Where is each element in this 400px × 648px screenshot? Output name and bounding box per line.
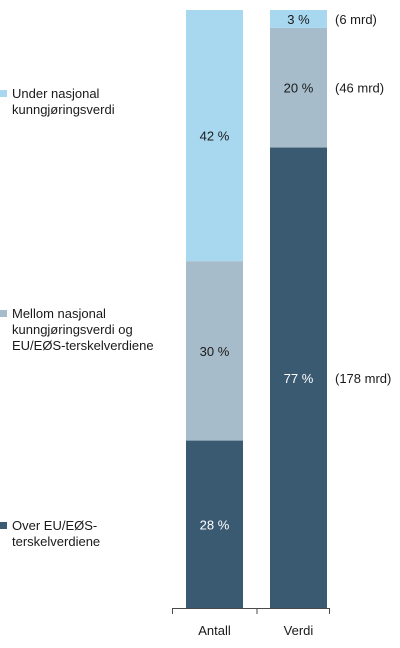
annotation-verdi-over-eu-eos-terskelverdiene: (178 mrd)	[335, 371, 391, 386]
value-label-antall-over-eu-eos-terskelverdiene: 28 %	[200, 517, 230, 532]
value-label-verdi-over-eu-eos-terskelverdiene: 77 %	[284, 371, 314, 386]
x-tick-label-verdi: Verdi	[284, 623, 314, 638]
value-label-verdi-mellom-nasjonal-kunngjoringsverdi-og-eu-eos-terskelverdiene: 20 %	[284, 81, 314, 96]
bar-verdi-over-eu-eos-terskelverdiene	[270, 147, 327, 609]
legend-label-over-eu: Over EU/EØS-terskelverdiene	[12, 518, 101, 549]
bar-antall-under-nasjonal-kunngjoringsverdi	[186, 10, 243, 262]
value-label-antall-under-nasjonal-kunngjoringsverdi: 42 %	[200, 129, 230, 144]
bar-antall-over-eu-eos-terskelverdiene	[186, 440, 243, 608]
annotation-verdi-under-nasjonal-kunngjoringsverdi: (6 mrd)	[335, 12, 377, 27]
annotation-verdi-mellom-nasjonal-kunngjoringsverdi-og-eu-eos-terskelverdiene: (46 mrd)	[335, 81, 384, 96]
value-label-antall-mellom-nasjonal-kunngjoringsverdi-og-eu-eos-terskelverdiene: 30 %	[200, 344, 230, 359]
bar-verdi-mellom-nasjonal-kunngjoringsverdi-og-eu-eos-terskelverdiene	[270, 27, 327, 148]
bars-layer	[186, 10, 327, 609]
bar-verdi-under-nasjonal-kunngjoringsverdi	[270, 10, 327, 28]
x-tick-label-antall: Antall	[198, 623, 231, 638]
legend-swatch-over-eu	[0, 522, 7, 529]
legend-swatch-under-nasjonal	[0, 90, 7, 97]
legend-swatch-mellom	[0, 310, 7, 317]
bar-antall-mellom-nasjonal-kunngjoringsverdi-og-eu-eos-terskelverdiene	[186, 261, 243, 441]
value-label-verdi-under-nasjonal-kunngjoringsverdi: 3 %	[287, 12, 310, 27]
x-axis: Antall Verdi	[172, 608, 330, 638]
legend-label-under-nasjonal: Under nasjonal kunngjøringsverdi	[12, 86, 115, 117]
value-labels-layer: 28 % 30 % 42 % 77 % 20 % 3 %	[200, 12, 314, 532]
annotations-layer: (178 mrd) (46 mrd) (6 mrd)	[335, 12, 391, 386]
legend-label-mellom: Mellom nasjonal kunngjøringsverdi og EU/…	[12, 306, 154, 353]
